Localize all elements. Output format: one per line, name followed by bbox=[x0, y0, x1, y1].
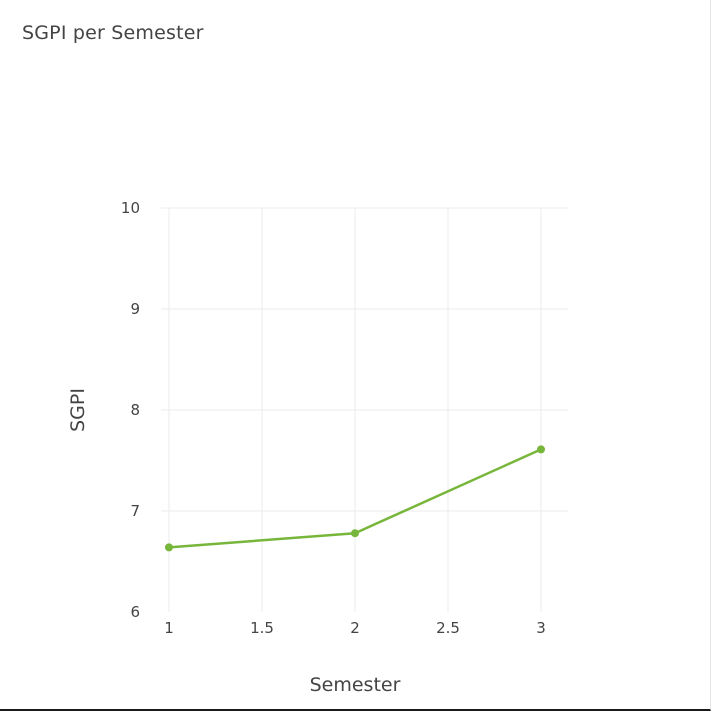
x-tick-label: 3 bbox=[536, 619, 546, 637]
data-point bbox=[537, 445, 545, 454]
grid-lines bbox=[161, 207, 568, 612]
y-tick-label: 9 bbox=[130, 300, 140, 318]
data-point bbox=[351, 529, 359, 538]
card-title: SGPI per Semester bbox=[22, 22, 204, 44]
x-tick-label: 2.5 bbox=[436, 619, 460, 637]
tick-labels: 1 1.5 2 2.5 3 6 7 8 9 10 bbox=[121, 199, 546, 637]
x-axis-title: Semester bbox=[310, 674, 401, 696]
series-layer bbox=[165, 445, 545, 552]
y-tick-label: 10 bbox=[121, 199, 140, 217]
y-tick-label: 7 bbox=[130, 502, 140, 520]
x-tick-label: 2 bbox=[350, 619, 360, 637]
y-tick-label: 6 bbox=[130, 603, 140, 621]
y-tick-label: 8 bbox=[130, 401, 140, 419]
data-point bbox=[165, 543, 173, 552]
y-axis-title: SGPI bbox=[67, 388, 89, 432]
x-tick-label: 1.5 bbox=[250, 619, 274, 637]
x-tick-label: 1 bbox=[164, 619, 174, 637]
